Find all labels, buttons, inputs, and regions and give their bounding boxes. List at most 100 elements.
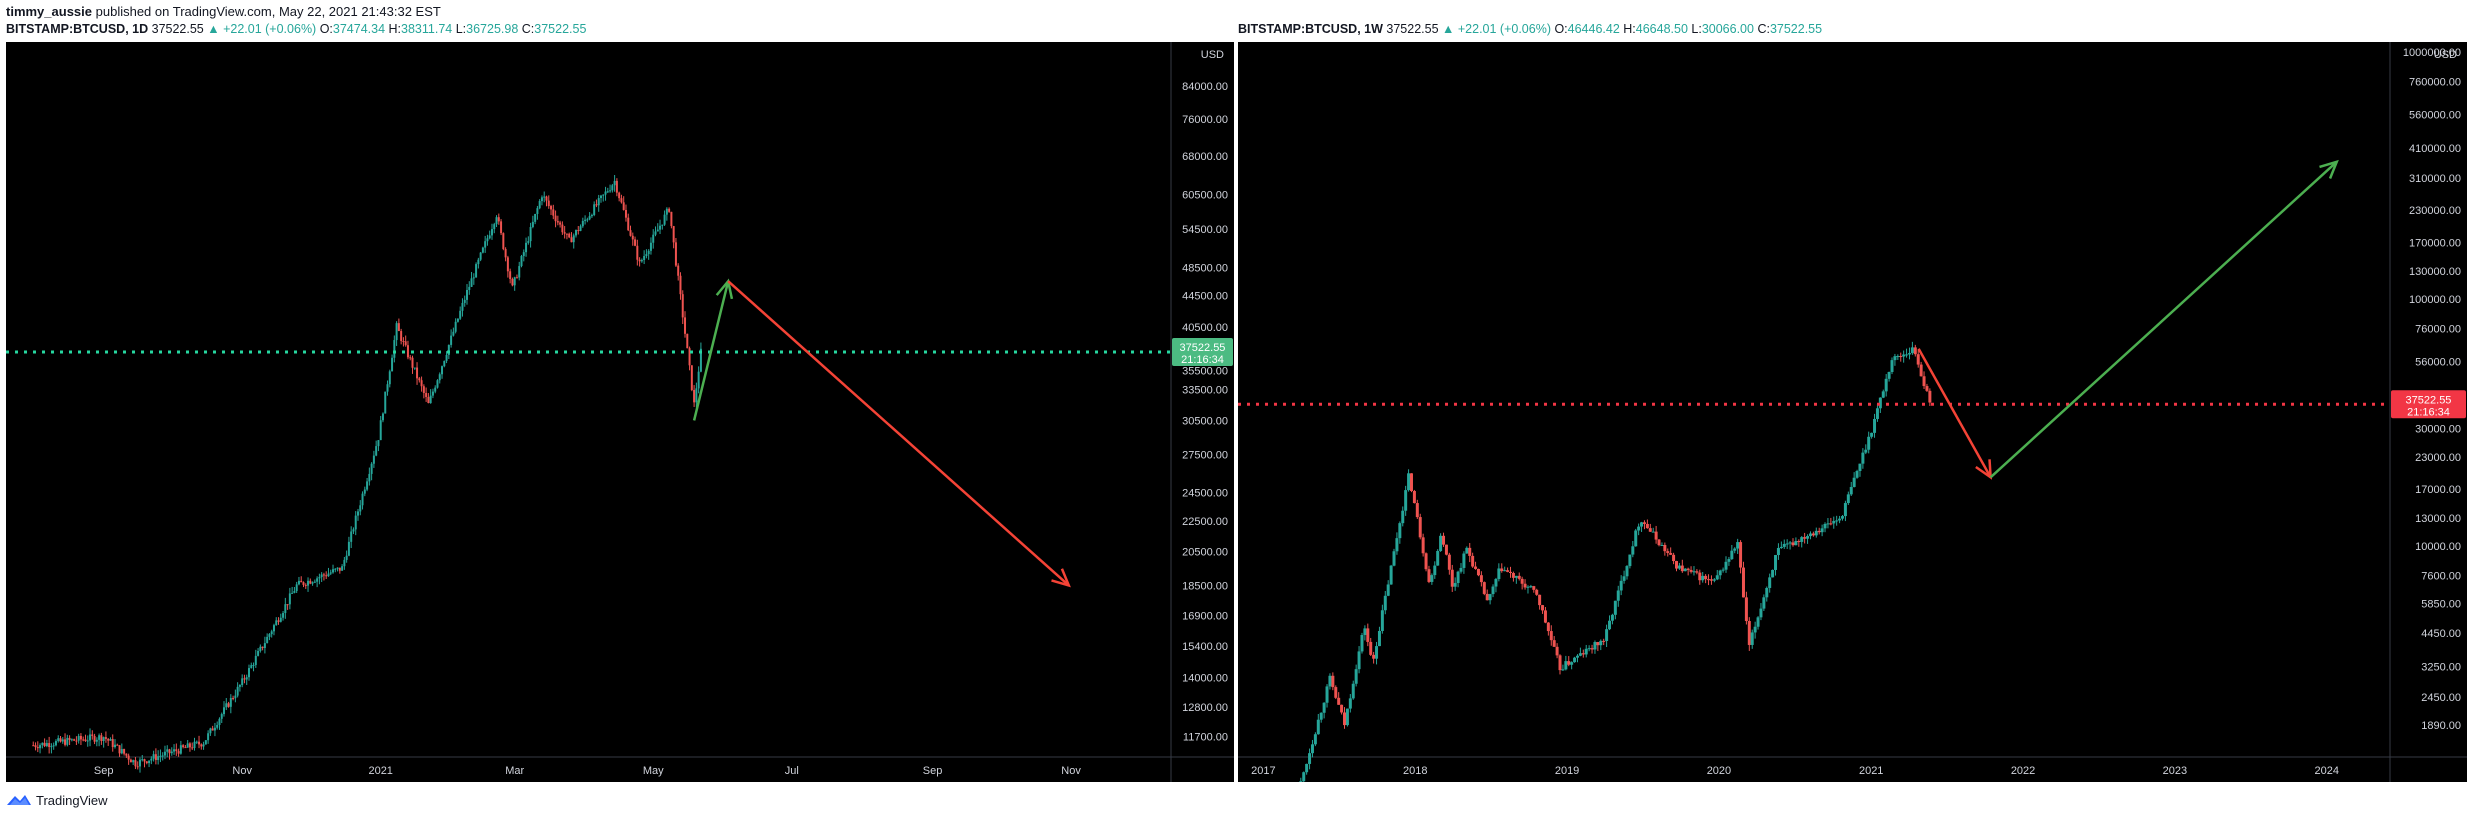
candle-body	[559, 222, 562, 225]
candle-body	[1535, 589, 1539, 595]
candle-body	[668, 208, 671, 212]
candle-body	[570, 237, 573, 243]
candle-body	[173, 749, 176, 752]
candle-body	[288, 593, 291, 605]
y-tick-label: 60500.00	[1182, 189, 1228, 201]
candle-body	[120, 749, 123, 754]
candle-body	[688, 348, 691, 366]
candle-body	[41, 742, 44, 746]
candle-body	[615, 180, 618, 193]
candle-body	[300, 580, 303, 583]
candle-body	[1509, 571, 1513, 573]
candle-body	[674, 242, 677, 266]
candle-body	[1648, 528, 1652, 532]
candle-body	[1313, 734, 1317, 745]
candle-body	[436, 380, 439, 388]
symbol-label: BITSTAMP:BTCUSD, 1W	[1238, 22, 1383, 36]
candle-body	[247, 668, 250, 678]
candle-body	[550, 206, 553, 210]
candle-body	[679, 275, 682, 295]
candle-body	[545, 196, 548, 201]
candle-body	[1733, 548, 1737, 551]
candle-body	[1529, 586, 1533, 588]
candle-body	[313, 581, 316, 583]
candle-body	[1808, 533, 1812, 537]
candle-body	[1829, 523, 1833, 525]
candle-body	[686, 333, 689, 349]
candle-body	[1500, 568, 1504, 572]
candle-body	[245, 677, 248, 680]
candle-body	[620, 198, 623, 203]
currency-label: USD	[1201, 49, 1224, 61]
candle-body	[36, 747, 39, 749]
x-tick-label: Sep	[923, 765, 943, 777]
candle-body	[1739, 542, 1743, 568]
candle-body	[1925, 386, 1929, 391]
candle-body	[536, 208, 539, 214]
candle-body	[302, 582, 305, 585]
candle-body	[372, 455, 375, 464]
candle-body	[1776, 548, 1780, 556]
candle-body	[1811, 533, 1815, 536]
candle-body	[148, 760, 151, 764]
y-tick-label: 230000.00	[2409, 205, 2461, 217]
candle-body	[418, 378, 421, 381]
candle-body	[493, 224, 496, 230]
candle-body	[1328, 675, 1332, 687]
candle-body	[257, 650, 260, 656]
candle-body	[640, 260, 643, 262]
candle-body	[241, 678, 244, 685]
candle-body	[599, 195, 602, 199]
candle-body	[1657, 539, 1661, 546]
change-value: ▲ +22.01 (+0.06%)	[1442, 22, 1551, 36]
candle-body	[64, 739, 67, 745]
candle-body	[1779, 546, 1783, 549]
candle-body	[322, 574, 325, 576]
candle-body	[577, 230, 580, 232]
candle-body	[163, 751, 166, 756]
candle-body	[500, 221, 503, 234]
candle-body	[1386, 584, 1390, 596]
tradingview-footer[interactable]: TradingView	[6, 792, 108, 808]
candle-body	[1616, 590, 1620, 601]
candle-body	[352, 529, 355, 532]
candle-body	[1316, 719, 1320, 735]
daily-chart-pane[interactable]: 84000.00 76000.00 68000.00 60500.00 54500.00…	[6, 42, 1234, 782]
candle-body	[502, 233, 505, 250]
candle-body	[45, 743, 48, 747]
y-tick-label: 14000.00	[1182, 672, 1228, 684]
candle-body	[1727, 559, 1731, 562]
candle-body	[109, 739, 112, 741]
candle-body	[699, 348, 702, 372]
candle-body	[1637, 526, 1641, 531]
candle-body	[477, 259, 480, 265]
candle-body	[1418, 517, 1422, 538]
weekly-chart-svg[interactable]: 1000000.00 760000.00 560000.00 410000.00 310…	[1238, 42, 2467, 782]
candle-body	[643, 256, 646, 261]
candle-body	[1380, 610, 1384, 631]
author-name[interactable]: timmy_aussie	[6, 4, 92, 19]
y-tick-label: 76000.00	[1182, 114, 1228, 126]
candle-body	[522, 252, 525, 257]
candle-body	[225, 703, 228, 708]
candle-body	[279, 617, 282, 622]
candle-body	[1797, 540, 1801, 542]
candle-body	[1392, 551, 1396, 566]
candle-body	[1820, 528, 1824, 533]
candle-body	[213, 727, 216, 731]
candle-body	[184, 747, 187, 749]
candle-body	[1468, 547, 1472, 556]
candle-body	[1855, 470, 1859, 478]
candle-body	[1701, 575, 1705, 581]
candle-body	[1788, 542, 1792, 544]
candle-body	[218, 718, 221, 726]
candle-body	[307, 580, 310, 586]
y-tick-label: 18500.00	[1182, 580, 1228, 592]
daily-chart-svg[interactable]: 84000.00 76000.00 68000.00 60500.00 54500.00…	[6, 42, 1234, 782]
candle-body	[606, 191, 609, 193]
weekly-chart-pane[interactable]: 1000000.00 760000.00 560000.00 410000.00 310…	[1238, 42, 2467, 782]
candle-body	[1756, 617, 1760, 627]
y-tick-label: 130000.00	[2409, 266, 2461, 278]
candle-body	[57, 738, 60, 742]
candle-body	[1849, 486, 1853, 495]
